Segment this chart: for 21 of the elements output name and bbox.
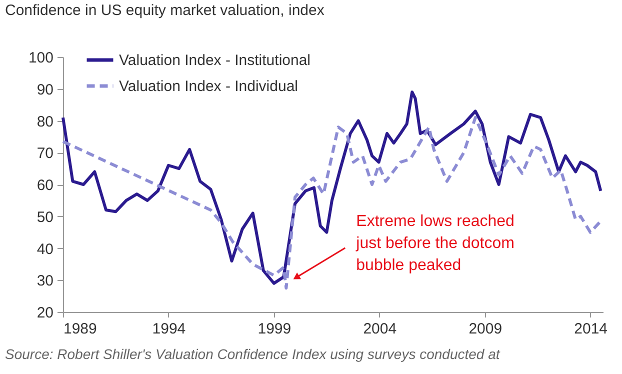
x-tick-label: 1999	[258, 320, 292, 338]
y-tick-label: 50	[36, 208, 54, 226]
line-series	[62, 90, 602, 285]
annotation: Extreme lows reached just before the dotcom bubble peaked	[355, 212, 514, 274]
chart-title: Confidence in US equity market valuation, index	[5, 2, 325, 19]
x-tick-label: 2009	[468, 320, 502, 338]
source-note: Source: Robert Shiller's Valuation Confidence Index using surveys conducted at	[5, 346, 501, 362]
legend-label: Valuation Index - Individual	[119, 78, 298, 95]
y-tick-label: 90	[36, 81, 54, 98]
legend-label: Valuation Index - Institutional	[119, 52, 311, 69]
x-tick-label: 1994	[152, 320, 186, 338]
y-tick-label: 20	[36, 304, 54, 322]
y-tick-label: 40	[36, 240, 54, 258]
y-tick-label: 60	[36, 177, 54, 194]
x-tick-label: 1989	[64, 320, 97, 338]
y-tick-label: 30	[36, 272, 54, 290]
y-tick-label: 70	[36, 145, 54, 162]
x-tick-label: 2004	[363, 320, 397, 338]
y-tick-label: 80	[36, 113, 54, 130]
y-tick-label: 100	[28, 50, 54, 66]
x-tick-label: 2014	[574, 320, 608, 338]
